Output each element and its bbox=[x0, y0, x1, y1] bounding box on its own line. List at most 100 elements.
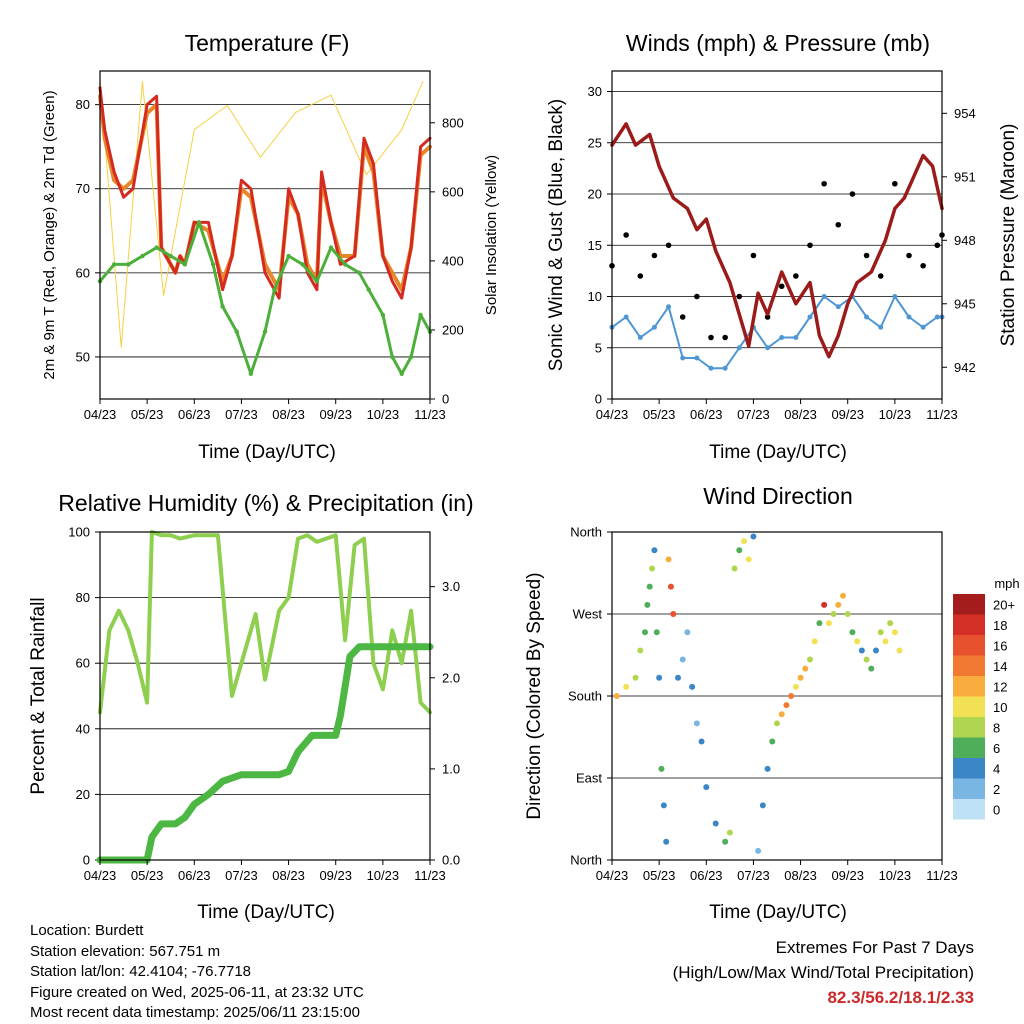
direction-ytick-label: North bbox=[570, 853, 602, 868]
direction-ytick-label: North bbox=[570, 525, 602, 540]
dewpoint-point bbox=[182, 262, 188, 267]
sonic-wind-point bbox=[651, 324, 657, 330]
gust-point bbox=[694, 293, 700, 300]
temperature-y2label: Solar Insolation (Yellow) bbox=[483, 155, 500, 315]
direction-title: Wind Direction bbox=[703, 483, 853, 509]
wind-direction-point bbox=[868, 665, 875, 672]
wind-direction-point bbox=[679, 656, 686, 663]
gust-point bbox=[764, 314, 771, 320]
direction-plot-frame bbox=[611, 531, 943, 861]
temperature-xtick-label: 04/23 bbox=[84, 407, 117, 422]
temperature-9m-line bbox=[98, 94, 432, 292]
station-info: Location: Burdett Station elevation: 567… bbox=[30, 921, 364, 1024]
temperature-y2tick-label: 600 bbox=[442, 184, 464, 199]
station-pressure-line bbox=[610, 122, 944, 359]
temperature-ytick-label: 70 bbox=[76, 181, 90, 196]
temperature-xtick-label: 05/23 bbox=[131, 407, 164, 422]
sonic-wind-point bbox=[878, 324, 884, 330]
wind-direction-point bbox=[807, 656, 813, 663]
winds-ytick-label: 10 bbox=[588, 289, 602, 304]
wind-direction-point bbox=[658, 765, 665, 772]
wind-direction-point bbox=[656, 674, 663, 681]
colorbar-label: 14 bbox=[993, 659, 1007, 674]
wind-direction-point bbox=[835, 601, 842, 608]
sonic-wind-point bbox=[835, 304, 841, 310]
temperature-y2tick-label: 800 bbox=[442, 115, 464, 130]
winds-y2tick-label: 954 bbox=[954, 106, 976, 121]
humidity-y2tick-label: 3.0 bbox=[442, 579, 460, 594]
gust-point bbox=[637, 273, 644, 279]
temperature-xtick-label: 08/23 bbox=[272, 407, 305, 422]
wind-direction-point bbox=[788, 693, 795, 699]
extremes-legend: (High/Low/Max Wind/Total Precipitation) bbox=[672, 963, 974, 982]
wind-direction-point bbox=[712, 820, 719, 827]
wind-direction-point bbox=[873, 647, 879, 654]
colorbar-label: 10 bbox=[993, 700, 1007, 715]
gust-point bbox=[722, 334, 728, 341]
sonic-wind-point bbox=[637, 335, 643, 340]
wind-direction-point bbox=[646, 583, 653, 590]
colorbar-swatch bbox=[953, 778, 985, 799]
gust-point bbox=[623, 232, 629, 238]
winds-ytick-label: 15 bbox=[588, 238, 602, 253]
sonic-wind-point bbox=[722, 365, 728, 371]
station-latlon: Station lat/lon: 42.4104; -76.7718 bbox=[30, 963, 252, 980]
wind-direction-point bbox=[670, 611, 677, 617]
humidity-xtick-label: 06/23 bbox=[178, 868, 211, 883]
colorbar-swatch bbox=[953, 614, 985, 635]
sonic-wind-point bbox=[736, 345, 742, 351]
temperature-ytick-label: 80 bbox=[76, 97, 90, 112]
winds-xtick-label: 05/23 bbox=[643, 407, 676, 422]
wind-direction-point bbox=[649, 565, 656, 572]
wind-direction-point bbox=[642, 629, 648, 636]
colorbar-swatch bbox=[953, 696, 985, 717]
humidity-ytick-label: 40 bbox=[76, 721, 90, 736]
colorbar-label: 4 bbox=[993, 761, 1000, 776]
humidity-ytick-label: 60 bbox=[76, 656, 90, 671]
direction-xtick-label: 10/23 bbox=[879, 868, 912, 883]
sonic-wind-point bbox=[779, 335, 785, 340]
gust-point bbox=[793, 273, 799, 279]
colorbar-swatch bbox=[953, 594, 985, 615]
direction-ylabel: Direction (Colored By Speed) bbox=[524, 572, 545, 819]
sonic-wind-point bbox=[793, 335, 799, 340]
relative-humidity-line bbox=[98, 530, 432, 715]
sonic-wind-point bbox=[906, 314, 912, 320]
colorbar-label: 6 bbox=[993, 741, 1000, 756]
wind-direction-point bbox=[726, 829, 733, 836]
temperature-2m-line bbox=[98, 86, 432, 300]
dewpoint-point bbox=[111, 262, 117, 267]
dewpoint-point bbox=[262, 329, 268, 334]
humidity-ylabel: Percent & Total Rainfall bbox=[28, 597, 49, 794]
winds-xtick-label: 09/23 bbox=[831, 407, 864, 422]
direction-xtick-label: 07/23 bbox=[737, 868, 770, 883]
temperature-xtick-label: 11/23 bbox=[414, 407, 446, 422]
direction-ytick-label: West bbox=[573, 607, 603, 622]
dewpoint-point bbox=[399, 371, 404, 376]
temperature-y2tick-label: 0 bbox=[442, 392, 449, 407]
wind-direction-point bbox=[887, 620, 894, 627]
temperature-xtick-label: 07/23 bbox=[225, 407, 258, 422]
gust-point bbox=[934, 242, 941, 249]
humidity-xtick-label: 09/23 bbox=[319, 868, 352, 883]
wind-direction-point bbox=[684, 629, 691, 636]
sonic-wind-point bbox=[666, 304, 672, 310]
wind-direction-point bbox=[613, 693, 620, 699]
wind-direction-point bbox=[830, 611, 837, 617]
direction-xtick-label: 05/23 bbox=[643, 868, 676, 883]
dewpoint-point bbox=[272, 287, 277, 292]
wind-direction-point bbox=[637, 647, 644, 654]
wind-direction-point bbox=[821, 601, 828, 608]
humidity-ytick-label: 100 bbox=[68, 525, 90, 540]
gust-point bbox=[863, 252, 870, 259]
wind-direction-point bbox=[741, 538, 747, 545]
wind-direction-point bbox=[703, 784, 710, 791]
wind-direction-point bbox=[759, 802, 766, 809]
sonic-wind-point bbox=[765, 345, 771, 351]
dewpoint-point bbox=[140, 253, 145, 259]
colorbar-swatch bbox=[953, 717, 985, 738]
wind-direction-point bbox=[783, 702, 790, 709]
dewpoint-point bbox=[220, 304, 225, 309]
gust-point bbox=[877, 273, 884, 279]
